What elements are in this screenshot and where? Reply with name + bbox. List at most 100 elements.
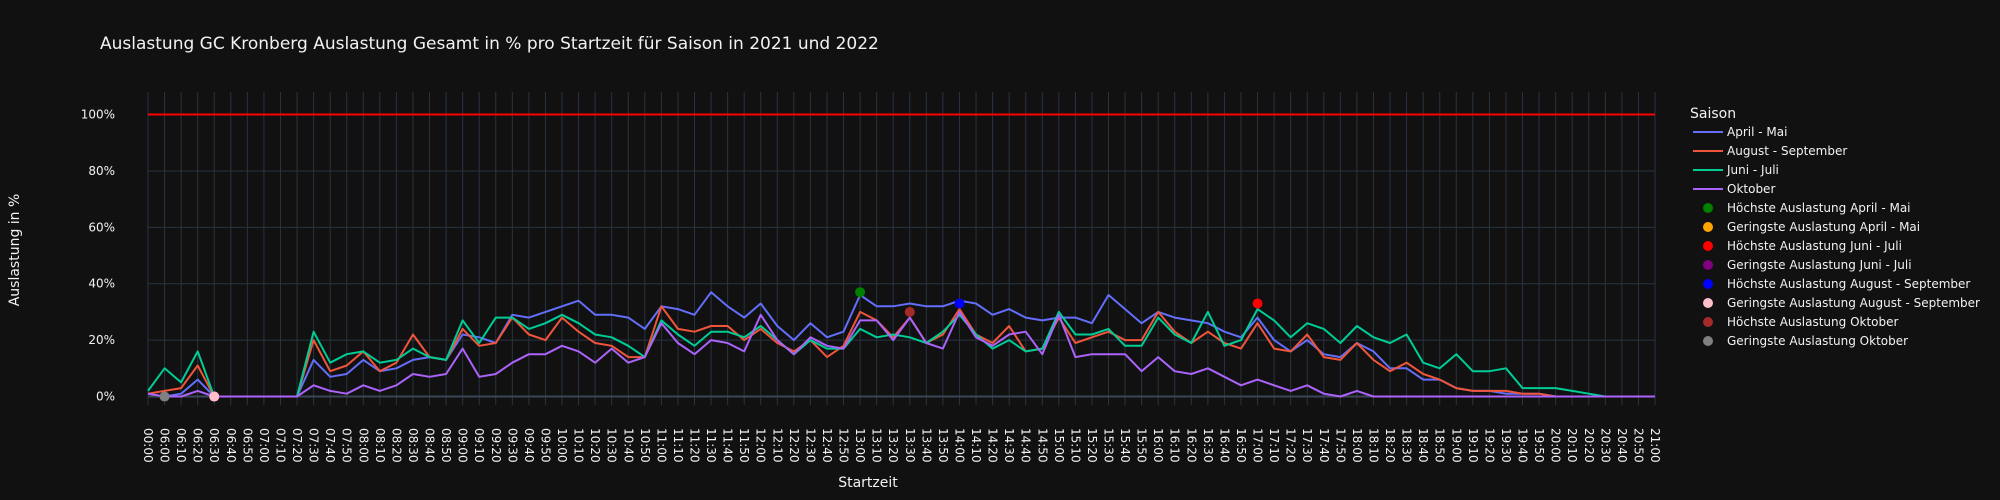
x-tick-label: 20:20 [1582, 428, 1596, 463]
y-tick-label: 40% [88, 277, 115, 291]
series-line-1 [147, 291, 1655, 398]
x-tick-label: 07:20 [290, 428, 304, 463]
x-tick-label: 17:10 [1267, 428, 1281, 463]
legend-swatch-marker-3 [1703, 241, 1713, 251]
x-tick-label: 18:40 [1416, 428, 1430, 463]
x-tick-label: 09:00 [456, 428, 470, 463]
legend-label-marker-1: Höchste Auslastung April - Mai [1727, 201, 1911, 215]
x-tick-label: 06:20 [191, 428, 205, 463]
x-tick-label: 12:10 [770, 428, 784, 463]
x-tick-label: 10:30 [605, 428, 619, 463]
chart-title: Auslastung GC Kronberg Auslastung Gesamt… [100, 34, 879, 54]
x-tick-label: 12:20 [787, 428, 801, 463]
x-tick-label: 18:20 [1383, 428, 1397, 463]
x-tick-label: 06:50 [240, 428, 254, 463]
x-tick-label: 17:30 [1300, 428, 1314, 463]
legend-label-series-2: August - September [1727, 144, 1847, 158]
x-tick-label: 09:50 [538, 428, 552, 463]
legend-swatch-marker-7 [1703, 317, 1713, 327]
y-tick-label: 20% [88, 333, 115, 347]
x-tick-label: 00:00 [141, 428, 155, 463]
x-tick-label: 11:50 [737, 428, 751, 463]
x-tick-label: 14:30 [1002, 428, 1016, 463]
x-tick-label: 19:00 [1449, 428, 1463, 463]
x-tick-label: 16:00 [1151, 428, 1165, 463]
x-tick-label: 16:40 [1217, 428, 1231, 463]
x-tick-label: 14:50 [1035, 428, 1049, 463]
series-line-4 [147, 310, 1655, 398]
marker-point-3 [1252, 298, 1263, 309]
x-tick-label: 11:10 [671, 428, 685, 463]
x-tick-label: 07:30 [307, 428, 321, 463]
x-tick-label: 20:00 [1549, 428, 1563, 463]
x-tick-label: 07:40 [323, 428, 337, 463]
x-tick-label: 08:50 [439, 428, 453, 463]
x-tick-label: 17:40 [1317, 428, 1331, 463]
legend-label-marker-6: Geringste Auslastung August - September [1727, 296, 1980, 310]
marker-group [159, 287, 1263, 402]
y-tick-label: 80% [88, 164, 115, 178]
x-tick-label: 10:20 [588, 428, 602, 463]
series-line-3 [147, 308, 1655, 398]
x-tick-label: 12:50 [837, 428, 851, 463]
x-tick-label: 18:00 [1350, 428, 1364, 463]
x-tick-label: 16:30 [1201, 428, 1215, 463]
x-tick-label: 13:10 [870, 428, 884, 463]
x-tick-label: 10:40 [621, 428, 635, 463]
x-tick-label: 11:20 [687, 428, 701, 463]
x-tick-label: 20:30 [1598, 428, 1612, 463]
x-axis-title: Startzeit [838, 475, 898, 491]
x-tick-label: 13:00 [853, 428, 867, 463]
x-tick-label: 19:20 [1482, 428, 1496, 463]
x-tick-label: 08:30 [406, 428, 420, 463]
x-tick-label: 12:00 [754, 428, 768, 463]
x-tick-label: 19:30 [1499, 428, 1513, 463]
x-tick-label: 13:20 [886, 428, 900, 463]
marker-point-5 [954, 298, 965, 309]
y-axis-ticks: 0% 20% 40% 60% 80% 100% [81, 108, 115, 404]
y-tick-label: 60% [88, 220, 115, 234]
x-tick-label: 11:40 [721, 428, 735, 463]
x-tick-label: 16:20 [1184, 428, 1198, 463]
legend-swatch-marker-2 [1703, 222, 1713, 232]
legend-label-marker-3: Höchste Auslastung Juni - Juli [1727, 239, 1902, 253]
x-tick-label: 13:50 [936, 428, 950, 463]
x-tick-label: 14:00 [952, 428, 966, 463]
legend-label-marker-2: Geringste Auslastung April - Mai [1727, 220, 1920, 234]
series-group [147, 291, 1655, 398]
x-tick-label: 20:40 [1615, 428, 1629, 463]
x-tick-label: 14:20 [986, 428, 1000, 463]
x-tick-label: 07:00 [257, 428, 271, 463]
x-tick-label: 15:10 [1068, 428, 1082, 463]
x-tick-label: 06:10 [174, 428, 188, 463]
x-tick-label: 15:00 [1052, 428, 1066, 463]
x-tick-label: 17:00 [1251, 428, 1265, 463]
x-tick-label: 07:50 [340, 428, 354, 463]
x-tick-label: 12:40 [820, 428, 834, 463]
x-tick-label: 08:20 [389, 428, 403, 463]
x-tick-label: 09:30 [505, 428, 519, 463]
legend-swatch-marker-8 [1703, 336, 1713, 346]
x-axis-ticks: 00:00 06:00 06:10 06:20 06:30 06:40 06:50 07:00… [141, 428, 1662, 463]
x-tick-label: 19:10 [1466, 428, 1480, 463]
x-tick-label: 18:30 [1400, 428, 1414, 463]
marker-point-1 [855, 287, 866, 298]
x-tick-label: 14:10 [969, 428, 983, 463]
x-tick-label: 18:50 [1433, 428, 1447, 463]
x-tick-label: 15:20 [1085, 428, 1099, 463]
legend-label-series-3: Juni - Juli [1726, 163, 1779, 177]
x-tick-label: 20:50 [1631, 428, 1645, 463]
marker-point-8 [159, 391, 170, 402]
legend-swatch-marker-5 [1703, 279, 1713, 289]
x-tick-label: 15:30 [1102, 428, 1116, 463]
legend-label-series-4: Oktober [1727, 182, 1775, 196]
x-tick-label: 11:00 [654, 428, 668, 463]
y-tick-label: 100% [81, 108, 115, 122]
x-tick-label: 07:10 [273, 428, 287, 463]
x-tick-label: 08:00 [356, 428, 370, 463]
x-tick-label: 18:10 [1366, 428, 1380, 463]
x-tick-label: 17:20 [1284, 428, 1298, 463]
x-tick-label: 11:30 [704, 428, 718, 463]
